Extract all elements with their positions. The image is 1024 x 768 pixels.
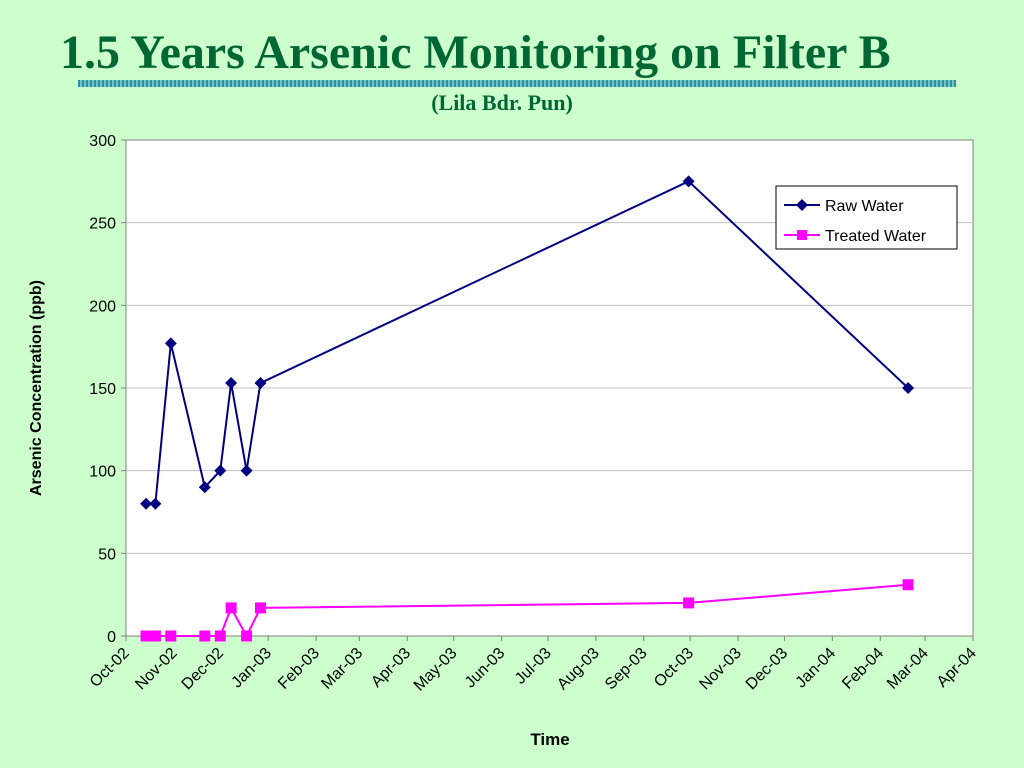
x-tick-label: Jun-03 [462, 645, 509, 692]
raw-water-point [225, 377, 238, 390]
treated-water-point [254, 602, 266, 614]
treated-water-point [225, 602, 237, 614]
treated-water-point [140, 630, 152, 642]
treated-water-point [199, 630, 211, 642]
x-tick-label: Feb-04 [839, 645, 887, 693]
slide-title: 1.5 Years Arsenic Monitoring on Filter B [60, 26, 891, 79]
y-tick-label: 50 [98, 546, 116, 563]
x-tick-label: Jul-03 [512, 645, 555, 688]
legend: Raw Water Treated Water [775, 185, 958, 250]
x-tick-label: May-03 [411, 645, 461, 695]
treated-water-point [902, 579, 914, 591]
y-tick-label: 150 [89, 381, 116, 398]
x-tick-label: Aug-03 [554, 645, 603, 694]
x-tick-label: Oct-02 [87, 645, 133, 691]
raw-water-point [214, 464, 227, 477]
legend-raw-water-label: Raw Water [825, 198, 904, 215]
x-tick-label: Apr-03 [368, 645, 414, 691]
raw-water-point [240, 464, 253, 477]
treated-water-point [241, 630, 253, 642]
x-tick-label: Jan-03 [228, 645, 275, 692]
x-tick-label: Apr-04 [934, 645, 980, 691]
x-tick-label: Sep-03 [602, 645, 651, 694]
legend-raw-water-marker [796, 199, 808, 211]
x-tick-label: Oct-03 [651, 645, 697, 691]
raw-water-series-line [146, 180, 909, 505]
raw-water-point [682, 175, 695, 188]
x-tick-label: Feb-03 [275, 645, 323, 693]
treated-water-point [214, 630, 226, 642]
legend-treated-water-marker [797, 230, 807, 240]
y-tick-label: 300 [89, 133, 116, 150]
x-tick-label: Nov-03 [696, 645, 745, 694]
raw-water-point [164, 337, 177, 350]
x-tick-label: Mar-03 [318, 645, 366, 693]
y-axis-label: Arsenic Concentration (ppb) [28, 280, 45, 496]
y-tick-label: 100 [89, 464, 116, 481]
treated-water-point [165, 630, 177, 642]
x-tick-label: Mar-04 [884, 645, 932, 693]
treated-water-point [149, 630, 161, 642]
raw-water-point [254, 377, 267, 390]
y-tick-label: 0 [107, 629, 116, 646]
raw-water-point [902, 382, 915, 394]
y-tick-label: 200 [89, 298, 116, 315]
raw-water-point [198, 481, 211, 494]
y-axis-ticks: 0 50 100 150 200 250 300 [89, 133, 126, 646]
y-tick-label: 250 [89, 216, 116, 233]
title-underline [78, 80, 956, 87]
slide-subtitle: (Lila Bdr. Pun) [431, 90, 573, 115]
x-tick-label: Jan-04 [793, 645, 840, 692]
x-axis-label: Time [530, 730, 569, 749]
treated-water-point [683, 597, 695, 609]
series-group [140, 175, 915, 642]
raw-water-point [149, 497, 162, 510]
x-tick-label: Nov-02 [132, 645, 181, 694]
x-tick-label: Dec-02 [179, 645, 228, 694]
x-tick-label: Dec-03 [743, 645, 792, 694]
legend-treated-water-label: Treated Water [825, 228, 927, 245]
raw-water-point [140, 497, 153, 510]
treated-water-series-line [146, 583, 909, 639]
